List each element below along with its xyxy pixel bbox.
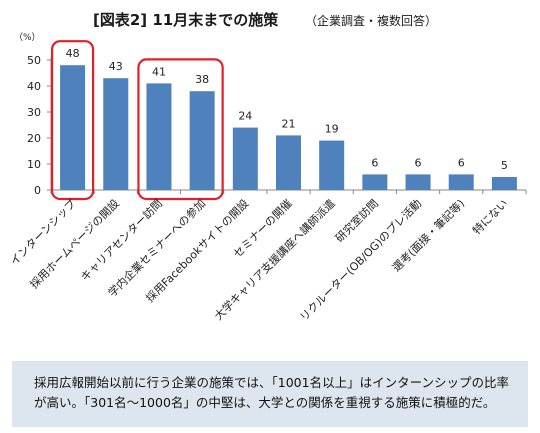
data-label: 41 [152,65,166,78]
bars [60,65,517,190]
data-label: 6 [371,156,378,169]
chart-title: [図表2] 11月末までの施策 [93,11,279,29]
bar [448,174,474,190]
data-label: 5 [501,159,508,172]
bar [60,65,86,190]
data-label: 48 [66,47,80,60]
summary-line-1: 採用広報開始以前に行う企業の施策では、「1001名以上」はインターンシップの比率 [34,375,509,390]
data-label: 43 [109,60,123,73]
data-label: 6 [458,156,465,169]
category-label: キャリアセンター訪問 [78,196,166,284]
y-tick-label: 20 [27,132,41,145]
data-label: 38 [195,73,209,86]
y-tick-label: 0 [34,184,41,197]
bar [189,91,215,190]
y-tick-label: 40 [27,80,41,93]
data-label: 24 [238,110,252,123]
bar-chart: [図表2] 11月末までの施策 （企業調査・複数回答） （%） 0 10 20 30 4… [8,11,527,324]
y-tick-label: 10 [27,158,41,171]
bar [491,177,517,190]
y-tick-label: 30 [27,106,41,119]
category-label: 選考(面接・筆記等) [389,196,467,274]
highlight-box [50,40,95,201]
data-labels: 48 43 41 38 24 21 19 6 6 6 5 [66,47,508,172]
highlight-box [137,58,224,201]
data-label: 19 [325,123,339,136]
bar [276,135,301,190]
bar [146,83,172,190]
bar [232,127,258,190]
axes: 0 10 20 30 40 50 [27,54,527,197]
category-label: 採用ホームページの開設 [27,196,122,291]
y-axis-unit: （%） [14,32,41,43]
y-tick-label: 50 [27,54,41,67]
chart-subtitle: （企業調査・複数回答） [305,13,437,28]
summary-line-2: が高い。「301名～1000名」の中堅は、大学との関係を重視する施策に積極的だ。 [34,395,496,410]
bar [103,78,129,190]
summary-note: 採用広報開始以前に行う企業の施策では、「1001名以上」はインターンシップの比率… [12,361,528,427]
bar [319,140,345,190]
bar [362,174,388,190]
category-label: 特にない [470,196,511,237]
data-label: 21 [282,117,296,130]
bar [405,174,431,190]
highlight-boxes [50,40,224,201]
category-labels: インターンシップ採用ホームページの開設キャリアセンター訪問学内企業セミナーへの参… [8,196,511,324]
data-label: 6 [415,156,422,169]
